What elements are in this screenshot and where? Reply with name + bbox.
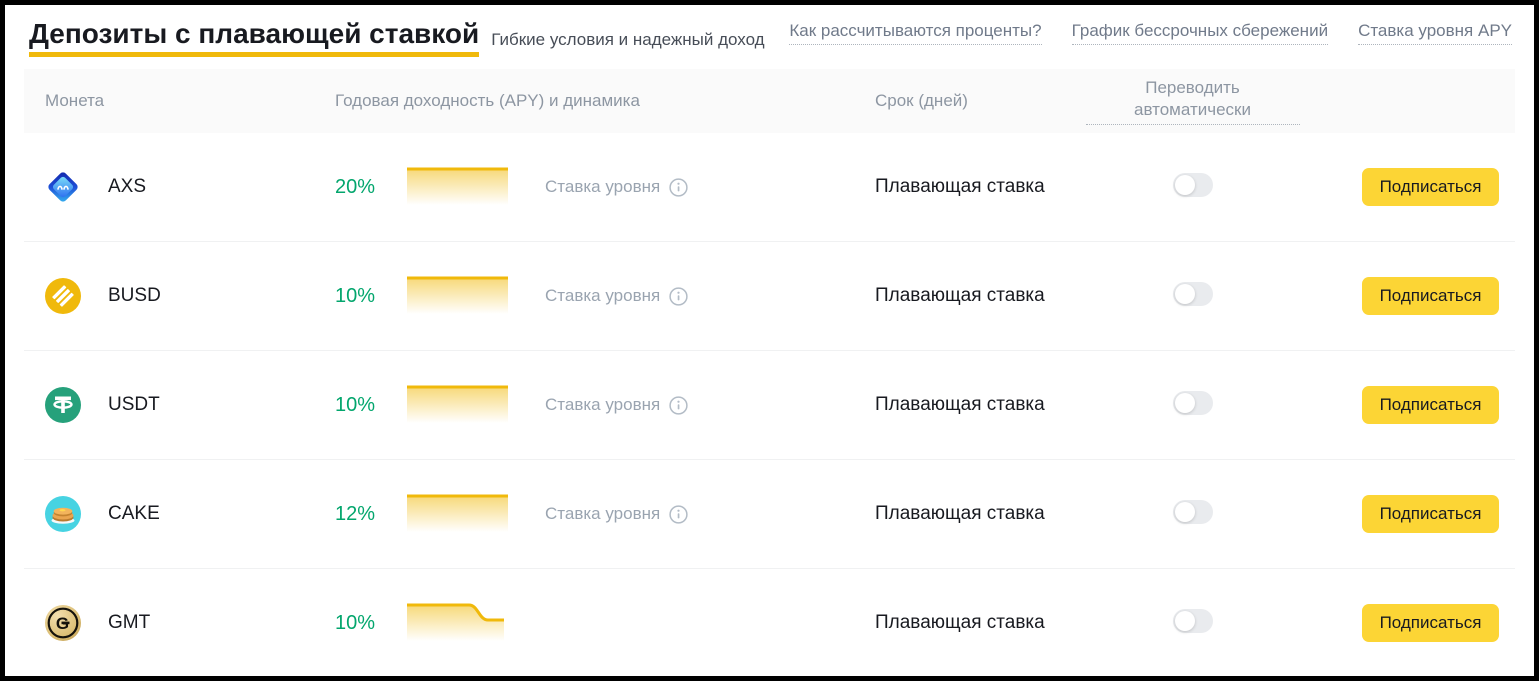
apy-value: 10% [335, 284, 376, 307]
level-rate-label: Ставка уровня [545, 504, 661, 524]
apy-sparkline [405, 383, 510, 427]
coin-name: GMT [108, 612, 151, 634]
toggle-knob [1174, 392, 1195, 413]
apy-cell: 12% Ставка уровня [335, 492, 875, 536]
toggle-knob [1174, 501, 1195, 522]
gmt-coin-icon: G [45, 605, 81, 642]
toggle-knob [1174, 174, 1195, 195]
apy-sparkline [405, 492, 510, 536]
apy-sparkline [405, 274, 510, 318]
column-header-apy: Годовая доходность (APY) и динамика [335, 91, 640, 111]
column-header-coin: Монета [45, 91, 105, 111]
axs-coin-icon [45, 169, 81, 205]
info-icon[interactable] [669, 396, 688, 415]
action-cell: Подписаться [1362, 386, 1515, 425]
term-value: Плавающая ставка [875, 176, 1045, 198]
term-value: Плавающая ставка [875, 285, 1045, 307]
table-row: AXS 20% Ставка уровня Плавающая ставка [24, 133, 1515, 243]
toggle-knob [1174, 610, 1195, 631]
action-cell: Подписаться [1362, 168, 1515, 207]
term-value: Плавающая ставка [875, 612, 1045, 634]
subscribe-button[interactable]: Подписаться [1362, 386, 1499, 425]
coin-cell: USDT [24, 387, 335, 424]
link-how-interest-calculated[interactable]: Как рассчитываются проценты? [789, 21, 1042, 46]
table-body: AXS 20% Ставка уровня Плавающая ставка [5, 133, 1534, 676]
level-rate-label: Ставка уровня [545, 286, 661, 306]
term-value: Плавающая ставка [875, 394, 1045, 416]
term-value: Плавающая ставка [875, 503, 1045, 525]
link-flexible-savings-schedule[interactable]: График бессрочных сбережений [1071, 21, 1329, 46]
coin-cell: G GMT [24, 605, 335, 642]
subscribe-button[interactable]: Подписаться [1362, 168, 1499, 207]
auto-transfer-toggle[interactable] [1172, 390, 1213, 415]
auto-transfer-toggle[interactable] [1172, 172, 1213, 197]
coin-name: CAKE [108, 503, 160, 525]
table-row: BUSD 10% Ставка уровня Плавающая ставка [24, 242, 1515, 352]
table-row: CAKE 12% Ставка уровня Плавающая ставка [24, 460, 1515, 570]
auto-transfer-toggle[interactable] [1172, 281, 1213, 306]
coin-cell: AXS [24, 169, 335, 205]
subscribe-button[interactable]: Подписаться [1362, 604, 1499, 643]
info-icon[interactable] [669, 178, 688, 197]
info-icon[interactable] [669, 287, 688, 306]
column-header-auto-transfer[interactable]: Переводить автоматически [1085, 77, 1300, 126]
coin-name: BUSD [108, 285, 161, 307]
toggle-wrap [1172, 172, 1213, 202]
toggle-wrap [1172, 281, 1213, 311]
usdt-coin-icon [45, 387, 81, 424]
coin-name: USDT [108, 394, 160, 416]
header-links: Как рассчитываются проценты? График бесс… [789, 21, 1512, 57]
apy-cell: 10% Ставка уровня [335, 383, 875, 427]
apy-value: 10% [335, 393, 376, 416]
action-cell: Подписаться [1362, 495, 1515, 534]
action-cell: Подписаться [1362, 277, 1515, 316]
auto-transfer-toggle[interactable] [1172, 499, 1213, 524]
column-header-term: Срок (дней) [875, 91, 968, 111]
table-row: USDT 10% Ставка уровня Плавающая ставка [24, 351, 1515, 461]
level-rate-label: Ставка уровня [545, 177, 661, 197]
level-rate: Ставка уровня [545, 286, 688, 306]
table-row: G GMT 10% Плавающая ставка [24, 569, 1515, 676]
apy-sparkline [405, 601, 510, 645]
apy-value: 10% [335, 611, 376, 634]
apy-cell: 10% Ставка уровня [335, 274, 875, 318]
coin-cell: BUSD [24, 278, 335, 315]
page-subtitle: Гибкие условия и надежный доход [491, 30, 765, 50]
toggle-wrap [1172, 499, 1213, 529]
apy-cell: 10% [335, 601, 875, 645]
apy-value: 12% [335, 502, 376, 525]
coin-name: AXS [108, 176, 147, 198]
auto-transfer-toggle[interactable] [1172, 608, 1213, 633]
action-cell: Подписаться [1362, 604, 1515, 643]
toggle-wrap [1172, 390, 1213, 420]
subscribe-button[interactable]: Подписаться [1362, 277, 1499, 316]
apy-value: 20% [335, 175, 376, 198]
level-rate: Ставка уровня [545, 177, 688, 197]
level-rate-label: Ставка уровня [545, 395, 661, 415]
apy-sparkline [405, 165, 510, 209]
info-icon[interactable] [669, 505, 688, 524]
page-header: Депозиты с плавающей ставкой Гибкие усло… [5, 5, 1534, 65]
page-title: Депозиты с плавающей ставкой [29, 18, 480, 58]
table-header: Монета Годовая доходность (APY) и динами… [24, 69, 1515, 134]
toggle-wrap [1172, 608, 1213, 638]
level-rate: Ставка уровня [545, 504, 688, 524]
busd-coin-icon [45, 278, 81, 315]
link-tier-apy-rate[interactable]: Ставка уровня APY [1358, 21, 1512, 46]
level-rate: Ставка уровня [545, 395, 688, 415]
coin-cell: CAKE [24, 496, 335, 533]
subscribe-button[interactable]: Подписаться [1362, 495, 1499, 534]
apy-cell: 20% Ставка уровня [335, 165, 875, 209]
toggle-knob [1174, 283, 1195, 304]
cake-coin-icon [45, 496, 81, 533]
